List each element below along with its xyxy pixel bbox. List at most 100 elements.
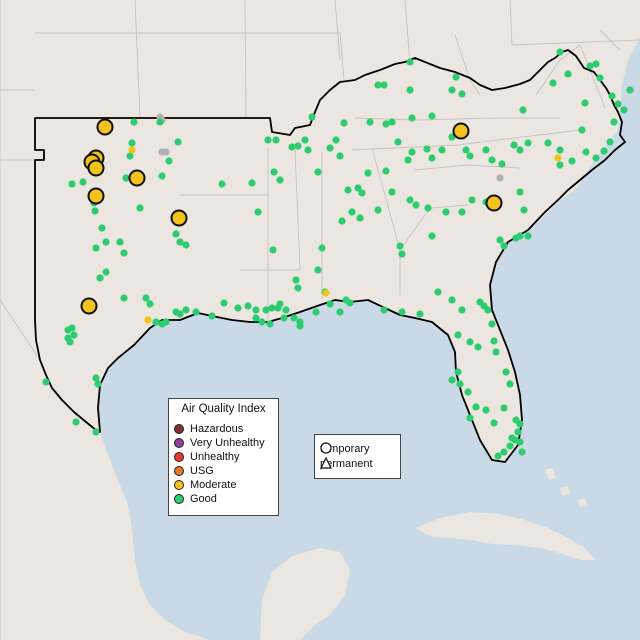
good-site-marker[interactable] [276, 176, 284, 184]
good-site-marker[interactable] [92, 374, 100, 382]
no-data-site-marker[interactable] [156, 113, 164, 121]
good-site-marker[interactable] [456, 380, 464, 388]
good-site-marker[interactable] [404, 156, 412, 164]
good-site-marker[interactable] [578, 126, 586, 134]
good-site-marker[interactable] [126, 152, 134, 160]
good-site-marker[interactable] [564, 70, 572, 78]
good-site-marker[interactable] [338, 217, 346, 225]
good-site-marker[interactable] [172, 230, 180, 238]
good-site-marker[interactable] [96, 274, 104, 282]
good-site-marker[interactable] [258, 318, 266, 326]
good-site-marker[interactable] [582, 148, 590, 156]
good-site-marker[interactable] [382, 167, 390, 175]
good-site-marker[interactable] [434, 288, 442, 296]
good-site-marker[interactable] [314, 168, 322, 176]
good-site-marker[interactable] [482, 146, 490, 154]
moderate-temporary-site-marker[interactable] [87, 187, 105, 205]
moderate-temporary-site-marker[interactable] [452, 122, 470, 140]
good-site-marker[interactable] [254, 208, 262, 216]
good-site-marker[interactable] [428, 154, 436, 162]
good-site-marker[interactable] [252, 314, 260, 322]
good-site-marker[interactable] [556, 48, 564, 56]
good-site-marker[interactable] [516, 232, 524, 240]
good-site-marker[interactable] [142, 294, 150, 302]
good-site-marker[interactable] [120, 294, 128, 302]
good-site-marker[interactable] [510, 141, 518, 149]
good-site-marker[interactable] [301, 136, 309, 144]
good-site-marker[interactable] [92, 428, 100, 436]
good-site-marker[interactable] [458, 90, 466, 98]
good-site-marker[interactable] [382, 120, 390, 128]
good-site-marker[interactable] [516, 420, 524, 428]
good-site-marker[interactable] [102, 268, 110, 276]
good-site-marker[interactable] [380, 306, 388, 314]
good-site-marker[interactable] [220, 299, 228, 307]
good-site-marker[interactable] [520, 206, 528, 214]
good-site-marker[interactable] [269, 246, 277, 254]
good-site-marker[interactable] [408, 114, 416, 122]
good-site-marker[interactable] [152, 318, 160, 326]
good-site-marker[interactable] [620, 106, 628, 114]
good-site-marker[interactable] [556, 161, 564, 169]
good-site-marker[interactable] [608, 92, 616, 100]
good-site-marker[interactable] [516, 188, 524, 196]
good-site-marker[interactable] [158, 172, 166, 180]
good-site-marker[interactable] [364, 169, 372, 177]
good-site-marker[interactable] [156, 118, 164, 126]
good-site-marker[interactable] [336, 308, 344, 316]
moderate-temporary-site-marker[interactable] [87, 159, 105, 177]
good-site-marker[interactable] [454, 368, 462, 376]
good-site-marker[interactable] [484, 306, 492, 314]
good-site-marker[interactable] [294, 284, 302, 292]
good-site-marker[interactable] [165, 157, 173, 165]
good-site-marker[interactable] [340, 119, 348, 127]
good-site-marker[interactable] [498, 160, 506, 168]
good-site-marker[interactable] [282, 306, 290, 314]
good-site-marker[interactable] [308, 113, 316, 121]
good-site-marker[interactable] [458, 208, 466, 216]
good-site-marker[interactable] [514, 428, 522, 436]
good-site-marker[interactable] [70, 331, 78, 339]
good-site-marker[interactable] [544, 139, 552, 147]
good-site-marker[interactable] [466, 152, 474, 160]
good-site-marker[interactable] [182, 306, 190, 314]
good-site-marker[interactable] [98, 224, 106, 232]
good-site-marker[interactable] [374, 81, 382, 89]
good-site-marker[interactable] [120, 249, 128, 257]
good-site-marker[interactable] [91, 207, 99, 215]
good-site-marker[interactable] [516, 438, 524, 446]
moderate-temporary-site-marker[interactable] [96, 118, 114, 136]
good-site-marker[interactable] [474, 343, 482, 351]
moderate-permanent-site-marker[interactable] [144, 316, 152, 324]
good-site-marker[interactable] [472, 403, 480, 411]
good-site-marker[interactable] [94, 380, 102, 388]
good-site-marker[interactable] [438, 146, 446, 154]
good-site-marker[interactable] [466, 338, 474, 346]
good-site-marker[interactable] [524, 139, 532, 147]
moderate-temporary-site-marker[interactable] [485, 194, 503, 212]
good-site-marker[interactable] [248, 179, 256, 187]
good-site-marker[interactable] [102, 238, 110, 246]
good-site-marker[interactable] [128, 139, 136, 147]
good-site-marker[interactable] [68, 180, 76, 188]
good-site-marker[interactable] [556, 146, 564, 154]
good-site-marker[interactable] [162, 318, 170, 326]
good-site-marker[interactable] [488, 156, 496, 164]
good-site-marker[interactable] [406, 86, 414, 94]
good-site-marker[interactable] [448, 296, 456, 304]
good-site-marker[interactable] [502, 368, 510, 376]
no-data-site-marker[interactable] [162, 148, 170, 156]
good-site-marker[interactable] [581, 99, 589, 107]
good-site-marker[interactable] [506, 442, 514, 450]
good-site-marker[interactable] [568, 157, 576, 165]
good-site-marker[interactable] [92, 244, 100, 252]
good-site-marker[interactable] [176, 310, 184, 318]
good-site-marker[interactable] [174, 138, 182, 146]
good-site-marker[interactable] [606, 138, 614, 146]
moderate-permanent-site-marker[interactable] [322, 289, 330, 297]
good-site-marker[interactable] [406, 196, 414, 204]
good-site-marker[interactable] [508, 434, 516, 442]
good-site-marker[interactable] [488, 320, 496, 328]
good-site-marker[interactable] [423, 145, 431, 153]
moderate-permanent-site-marker[interactable] [554, 154, 562, 162]
